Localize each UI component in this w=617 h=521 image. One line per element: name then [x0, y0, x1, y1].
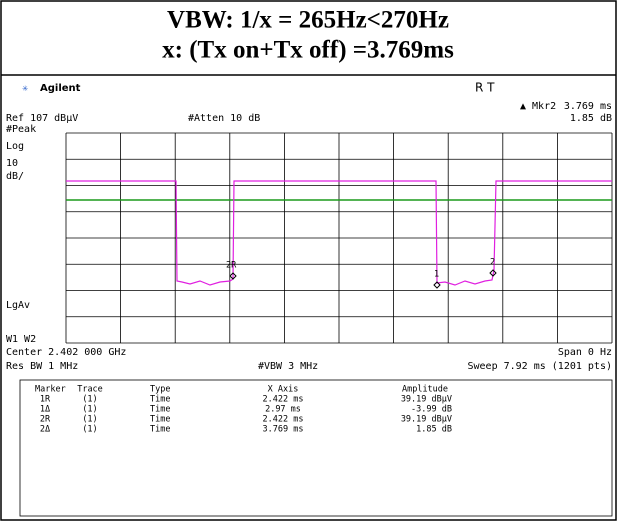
table-cell: 39.19 dBµV	[401, 395, 452, 405]
marker-label: 2	[490, 258, 495, 268]
table-cell: Time	[150, 425, 170, 435]
side-label: #Peak	[6, 124, 36, 135]
trace	[66, 180, 612, 286]
marker-table-content: Marker Trace Type X Axis Amplitude 1R (1) Time 2…	[35, 385, 452, 435]
center-freq: Center 2.402 000 GHz	[6, 347, 126, 358]
marker-symbol	[229, 272, 237, 280]
table-header: X Axis	[268, 385, 299, 395]
table-cell: 1Δ	[40, 405, 50, 415]
title-line: VBW: 1/x = 265Hz<270Hz	[167, 7, 449, 34]
table-header: Trace	[77, 385, 103, 395]
marker-x: 3.769 ms	[564, 101, 612, 112]
marker-label: 2R	[226, 261, 237, 271]
title-line: x: (Tx on+Tx off) =3.769ms	[162, 37, 454, 64]
table-cell: 2Δ	[40, 425, 50, 435]
marker-y: 1.85 dB	[570, 113, 612, 124]
span: Span 0 Hz	[558, 347, 612, 358]
table-header: Amplitude	[402, 385, 448, 395]
side-label: 10	[6, 158, 18, 169]
table-header: Marker	[35, 385, 66, 395]
table-cell: (1)	[82, 415, 97, 425]
side-label: LgAv	[6, 300, 30, 311]
table-cell: Time	[150, 405, 170, 415]
marker-table	[19, 379, 613, 517]
marker-symbol	[489, 269, 497, 277]
table-cell: 2.422 ms	[263, 395, 304, 405]
logo: ✳	[22, 83, 28, 94]
table-cell: 39.19 dBµV	[401, 415, 452, 425]
marker-label: 1	[434, 270, 439, 280]
table-cell: 3.769 ms	[263, 425, 304, 435]
table-cell: 2.422 ms	[263, 415, 304, 425]
sweep: Sweep 7.92 ms (1201 pts)	[468, 361, 613, 372]
atten: #Atten 10 dB	[188, 113, 260, 124]
table-cell: Time	[150, 415, 170, 425]
side-label: W1 W2	[6, 334, 36, 345]
table-cell: (1)	[82, 405, 97, 415]
table-cell: 2R	[40, 415, 51, 425]
side-label: Log	[6, 141, 24, 152]
table-cell: Time	[150, 395, 170, 405]
table-cell: (1)	[82, 395, 97, 405]
table-header: Type	[150, 385, 170, 395]
table-cell: (1)	[82, 425, 97, 435]
table-cell: 1.85 dB	[416, 425, 452, 435]
rbw: Res BW 1 MHz	[6, 361, 78, 372]
ref-level: Ref 107 dBµV	[6, 113, 78, 124]
table-cell: -3.99 dB	[411, 405, 452, 415]
table-cell: 1R	[40, 395, 51, 405]
graticule	[65, 132, 613, 344]
side-label: dB/	[6, 171, 24, 182]
marker-name: ▲ Mkr2	[520, 101, 556, 112]
brand: Agilent	[40, 83, 81, 94]
table-cell: 2.97 ms	[265, 405, 301, 415]
vbw: #VBW 3 MHz	[258, 361, 318, 372]
marker-symbol	[433, 281, 441, 289]
mode: R T	[475, 81, 495, 95]
